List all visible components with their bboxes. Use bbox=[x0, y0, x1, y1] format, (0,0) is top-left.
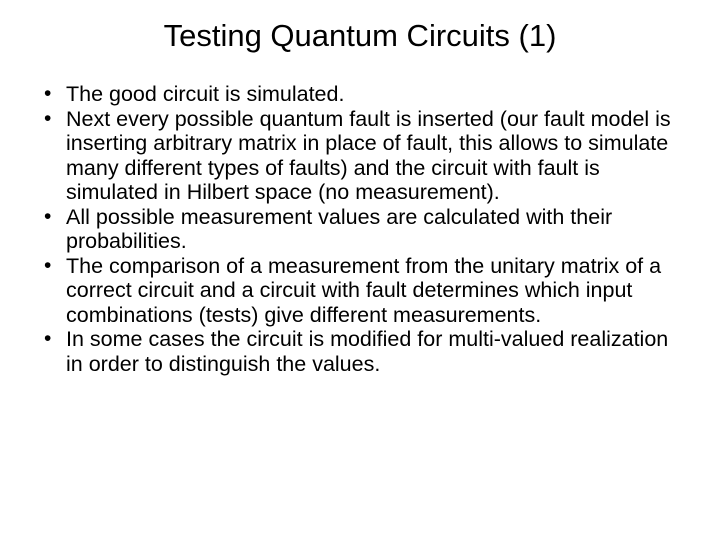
bullet-list: The good circuit is simulated. Next ever… bbox=[40, 82, 680, 376]
list-item: All possible measurement values are calc… bbox=[40, 205, 680, 254]
slide-title: Testing Quantum Circuits (1) bbox=[40, 18, 680, 54]
list-item: The good circuit is simulated. bbox=[40, 82, 680, 107]
list-item: In some cases the circuit is modified fo… bbox=[40, 327, 680, 376]
slide: Testing Quantum Circuits (1) The good ci… bbox=[0, 0, 720, 540]
list-item: Next every possible quantum fault is ins… bbox=[40, 107, 680, 205]
list-item: The comparison of a measurement from the… bbox=[40, 254, 680, 328]
